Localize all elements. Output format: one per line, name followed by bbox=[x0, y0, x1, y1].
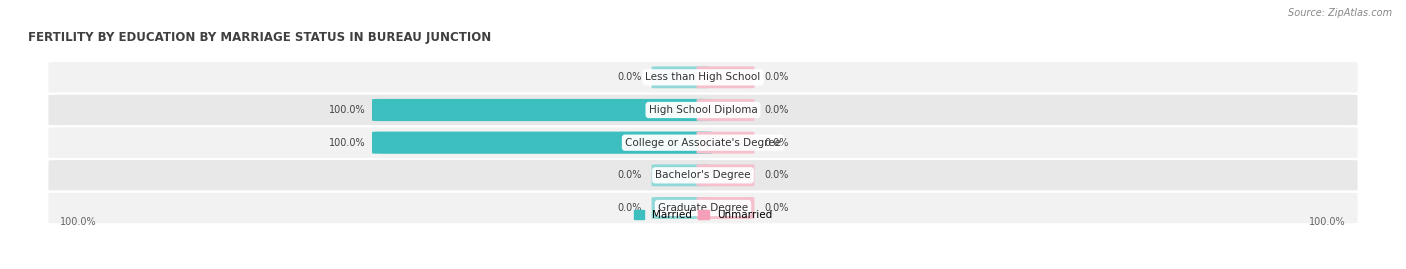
FancyBboxPatch shape bbox=[48, 94, 1358, 126]
Text: High School Diploma: High School Diploma bbox=[648, 105, 758, 115]
FancyBboxPatch shape bbox=[48, 61, 1358, 94]
Text: 0.0%: 0.0% bbox=[763, 105, 789, 115]
FancyBboxPatch shape bbox=[373, 132, 713, 154]
Text: 100.0%: 100.0% bbox=[329, 105, 366, 115]
FancyBboxPatch shape bbox=[48, 126, 1358, 159]
FancyBboxPatch shape bbox=[373, 99, 713, 121]
Text: Bachelor's Degree: Bachelor's Degree bbox=[655, 170, 751, 180]
Text: 100.0%: 100.0% bbox=[329, 138, 366, 148]
Text: 0.0%: 0.0% bbox=[763, 138, 789, 148]
Text: 100.0%: 100.0% bbox=[1309, 217, 1346, 227]
Text: 100.0%: 100.0% bbox=[60, 217, 97, 227]
Text: 0.0%: 0.0% bbox=[763, 72, 789, 82]
Legend: Married, Unmarried: Married, Unmarried bbox=[630, 206, 776, 224]
Text: Source: ZipAtlas.com: Source: ZipAtlas.com bbox=[1288, 8, 1392, 18]
FancyBboxPatch shape bbox=[696, 99, 755, 121]
Text: 0.0%: 0.0% bbox=[617, 170, 643, 180]
Text: FERTILITY BY EDUCATION BY MARRIAGE STATUS IN BUREAU JUNCTION: FERTILITY BY EDUCATION BY MARRIAGE STATU… bbox=[28, 31, 491, 44]
Text: 0.0%: 0.0% bbox=[763, 203, 789, 213]
FancyBboxPatch shape bbox=[696, 164, 755, 186]
Text: College or Associate's Degree: College or Associate's Degree bbox=[626, 138, 780, 148]
FancyBboxPatch shape bbox=[696, 66, 755, 88]
FancyBboxPatch shape bbox=[651, 197, 710, 219]
FancyBboxPatch shape bbox=[696, 197, 755, 219]
Text: 0.0%: 0.0% bbox=[763, 170, 789, 180]
FancyBboxPatch shape bbox=[48, 159, 1358, 192]
Text: 0.0%: 0.0% bbox=[617, 203, 643, 213]
Text: Graduate Degree: Graduate Degree bbox=[658, 203, 748, 213]
FancyBboxPatch shape bbox=[651, 164, 710, 186]
Text: 0.0%: 0.0% bbox=[617, 72, 643, 82]
FancyBboxPatch shape bbox=[651, 66, 710, 88]
Text: Less than High School: Less than High School bbox=[645, 72, 761, 82]
FancyBboxPatch shape bbox=[696, 132, 755, 154]
FancyBboxPatch shape bbox=[48, 192, 1358, 224]
